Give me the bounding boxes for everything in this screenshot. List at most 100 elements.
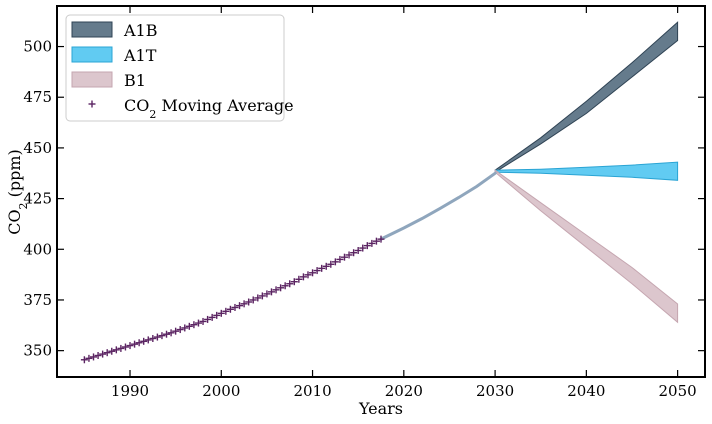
moving-average-point bbox=[240, 300, 248, 308]
moving-average-point bbox=[140, 337, 148, 345]
moving-average-point bbox=[135, 339, 143, 347]
moving-average-point bbox=[277, 284, 285, 292]
y-tick-label: 350 bbox=[23, 342, 52, 360]
moving-average-point bbox=[245, 298, 253, 306]
x-tick-label: 2040 bbox=[567, 382, 605, 400]
plot-frame bbox=[56, 5, 706, 378]
moving-average-point bbox=[372, 237, 380, 245]
legend-label-b1: B1 bbox=[124, 71, 146, 90]
moving-average-point bbox=[345, 251, 353, 259]
moving-average-point bbox=[131, 340, 139, 348]
y-tick-label: 500 bbox=[23, 38, 52, 56]
moving-average-point bbox=[144, 336, 152, 344]
moving-average-point bbox=[267, 288, 275, 296]
legend-label-moving-average: CO2 Moving Average bbox=[124, 96, 294, 121]
moving-average-point bbox=[299, 273, 307, 281]
moving-average-point bbox=[217, 309, 225, 317]
moving-average-point bbox=[263, 290, 271, 298]
x-tick-label: 2010 bbox=[293, 382, 331, 400]
moving-average-point bbox=[336, 255, 344, 263]
moving-average-point bbox=[281, 282, 289, 290]
legend: A1B A1T B1 CO2 Moving Average bbox=[65, 14, 294, 122]
y-tick-label: 425 bbox=[23, 190, 52, 208]
projection-line bbox=[379, 171, 497, 241]
moving-average-point bbox=[258, 292, 266, 300]
legend-box bbox=[65, 14, 285, 122]
moving-average-point bbox=[236, 302, 244, 310]
y-tick-label: 450 bbox=[23, 139, 52, 157]
moving-average-point bbox=[213, 311, 221, 319]
moving-average-markers bbox=[80, 235, 385, 364]
x-axis-label: Years bbox=[358, 399, 403, 418]
moving-average-point bbox=[99, 350, 107, 358]
moving-average-point bbox=[318, 264, 326, 272]
x-tick-label: 2020 bbox=[385, 382, 423, 400]
moving-average-point bbox=[354, 246, 362, 254]
band-a1b bbox=[494, 21, 679, 174]
x-tick-label: 2000 bbox=[202, 382, 240, 400]
moving-average-point bbox=[254, 294, 262, 302]
moving-average-point bbox=[112, 346, 120, 354]
x-tick-label: 2050 bbox=[659, 382, 697, 400]
moving-average-point bbox=[194, 319, 202, 327]
moving-average-point bbox=[181, 324, 189, 332]
moving-average-point bbox=[363, 242, 371, 250]
legend-swatch-a1b bbox=[71, 21, 113, 38]
projection-lines bbox=[379, 171, 497, 241]
scenario-bands bbox=[494, 21, 679, 324]
moving-average-point bbox=[176, 326, 184, 334]
moving-average-point bbox=[295, 275, 303, 283]
moving-average-point bbox=[94, 352, 102, 360]
moving-average-point bbox=[158, 332, 166, 340]
band-b1 bbox=[494, 169, 679, 324]
moving-average-point bbox=[126, 342, 134, 350]
moving-average-point bbox=[304, 271, 312, 279]
moving-average-point bbox=[249, 296, 257, 304]
x-axis-ticks: 1990 2000 2010 2020 2030 2040 2050 bbox=[111, 6, 697, 400]
moving-average-point bbox=[377, 235, 385, 243]
moving-average-point bbox=[226, 305, 234, 313]
moving-average-point bbox=[313, 267, 321, 275]
moving-average-point bbox=[167, 329, 175, 337]
moving-average-point bbox=[368, 239, 376, 247]
moving-average-point bbox=[85, 354, 93, 362]
moving-average-point bbox=[80, 356, 88, 364]
band-a1t bbox=[494, 161, 679, 181]
moving-average-point bbox=[108, 347, 116, 355]
moving-average-point bbox=[204, 315, 212, 323]
y-tick-label: 400 bbox=[23, 240, 52, 258]
moving-average-point bbox=[117, 344, 125, 352]
legend-swatch-a1t bbox=[71, 46, 113, 63]
y-tick-label: 475 bbox=[23, 88, 52, 106]
moving-average-point bbox=[190, 321, 198, 329]
moving-average-point bbox=[90, 353, 98, 361]
moving-average-point bbox=[290, 278, 298, 286]
moving-average-point bbox=[121, 343, 129, 351]
moving-average-point bbox=[331, 258, 339, 266]
moving-average-point bbox=[359, 244, 367, 252]
moving-average-point bbox=[286, 280, 294, 288]
moving-average-point bbox=[199, 317, 207, 325]
moving-average-point bbox=[208, 313, 216, 321]
moving-average-point bbox=[272, 286, 280, 294]
moving-average-point bbox=[309, 269, 317, 277]
x-tick-label: 2030 bbox=[476, 382, 514, 400]
moving-average-point bbox=[340, 253, 348, 261]
moving-average-point bbox=[185, 322, 193, 330]
moving-average-point bbox=[350, 249, 358, 257]
y-tick-label: 375 bbox=[23, 291, 52, 309]
y-axis-label: CO2 (ppm) bbox=[5, 149, 30, 235]
legend-plus-marker bbox=[88, 100, 96, 108]
moving-average-point bbox=[149, 334, 157, 342]
moving-average-point bbox=[103, 349, 111, 357]
moving-average-point bbox=[163, 330, 171, 338]
legend-label-a1b: A1B bbox=[123, 21, 158, 40]
legend-swatch-b1 bbox=[71, 71, 113, 88]
x-tick-label: 1990 bbox=[111, 382, 149, 400]
legend-label-a1t: A1T bbox=[123, 46, 157, 65]
moving-average-point bbox=[327, 260, 335, 268]
moving-average-point bbox=[172, 327, 180, 335]
moving-average-point bbox=[231, 303, 239, 311]
moving-average-point bbox=[322, 262, 330, 270]
